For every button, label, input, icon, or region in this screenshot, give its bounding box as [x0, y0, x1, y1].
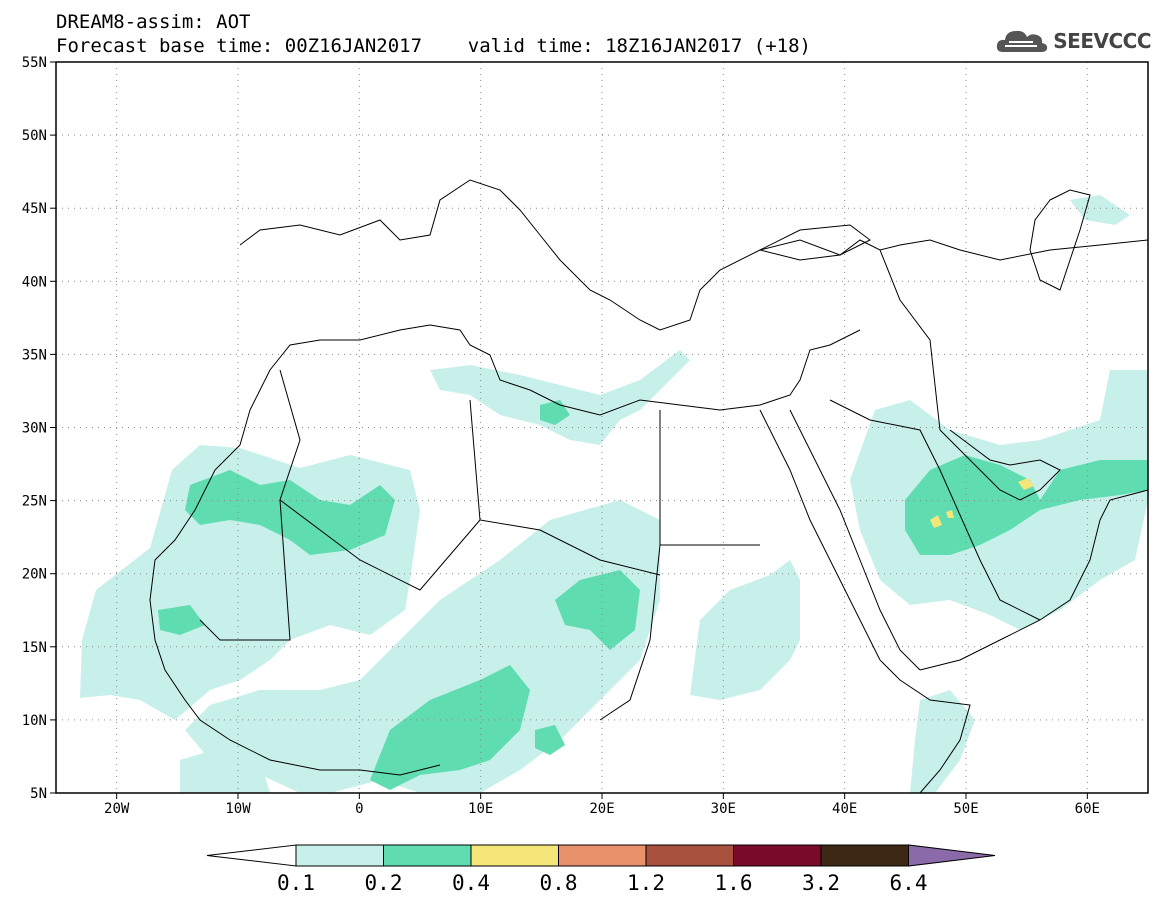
- aot-band-sahel: [370, 665, 530, 790]
- coastlines: [149, 179, 1148, 793]
- lat-label: 50N: [22, 128, 47, 144]
- europe-coast: [239, 179, 1148, 331]
- title-line-1: DREAM8-assim: AOT: [56, 11, 251, 33]
- aot-hotspot-rub-al-khali-2: [946, 510, 954, 518]
- red-sea-east: [789, 409, 921, 671]
- colorbar-label: 0.8: [540, 871, 578, 895]
- lat-label: 40N: [22, 274, 47, 290]
- horn-coast: [879, 659, 971, 793]
- border-egypt: [659, 410, 760, 546]
- cloud-logo-icon: [997, 30, 1048, 52]
- lon-label: 60E: [1075, 801, 1100, 817]
- lon-label: 10W: [225, 801, 251, 817]
- colorbar-label: 6.4: [890, 871, 928, 895]
- lon-label: 40E: [832, 801, 857, 817]
- lon-label: 20W: [104, 801, 130, 817]
- red-sea: [759, 409, 881, 661]
- lat-label: 10N: [22, 713, 47, 729]
- aot-shade-sudan: [690, 560, 800, 700]
- lon-label: 20E: [589, 801, 614, 817]
- lat-label: 30N: [22, 421, 47, 437]
- aot-shade-west-coast: [180, 745, 270, 793]
- colorbar-over-triangle: [908, 844, 996, 867]
- aot-band-cameroon: [535, 725, 565, 755]
- north-africa-coast: [239, 324, 861, 446]
- colorbar-label: 0.2: [365, 871, 403, 895]
- border-saudi: [829, 399, 1041, 621]
- aot-shade-horn: [910, 690, 975, 793]
- longitude-labels: 20W 10W 0 10E 20E 30E 40E 50E 60E: [104, 801, 1100, 817]
- colorbar-box: [470, 844, 559, 867]
- aot-hotspot-rub-al-khali: [930, 515, 942, 528]
- caspian: [1029, 189, 1091, 291]
- colorbar-label: 3.2: [802, 871, 840, 895]
- colorbar-box: [383, 844, 472, 867]
- aot-band-sahara-west: [185, 470, 395, 555]
- aot-band-senegal: [158, 605, 205, 635]
- axis-ticks: [50, 61, 1088, 799]
- aot-shade-libya-coast: [430, 350, 690, 445]
- colorbar-box: [820, 844, 909, 867]
- arabia-coast: [919, 489, 1148, 671]
- colorbar-under-triangle: [206, 844, 297, 867]
- map-gridlines: [56, 62, 1148, 793]
- lat-label: 15N: [22, 640, 47, 656]
- lat-label: 5N: [30, 786, 47, 802]
- logo-text: SEEVCCC: [1053, 29, 1151, 53]
- persian-gulf: [939, 429, 1061, 501]
- lon-label: 30E: [711, 801, 736, 817]
- black-sea: [758, 224, 871, 261]
- colorbar-label: 1.2: [627, 871, 665, 895]
- aot-band-libya: [540, 400, 570, 425]
- aot-hotspot-gulf: [1018, 478, 1034, 490]
- border-iran: [879, 249, 941, 431]
- colorbar-box: [733, 844, 822, 867]
- colorbar-label: 0.1: [277, 871, 315, 895]
- aot-band-chad: [555, 570, 640, 650]
- border-algeria: [279, 369, 481, 591]
- lon-label: 0: [355, 801, 363, 817]
- border-sudan: [599, 544, 661, 721]
- colorbar-box: [295, 844, 384, 867]
- border-mali: [199, 499, 291, 641]
- lat-label: 25N: [22, 494, 47, 510]
- colorbar-label: 1.6: [715, 871, 753, 895]
- colorbar: 0.1 0.2 0.4 0.8 1.2 1.6 3.2 6.4: [206, 844, 996, 895]
- lon-label: 10E: [468, 801, 493, 817]
- aot-field: [80, 195, 1148, 793]
- west-africa-coast: [149, 444, 441, 776]
- aot-shade-caspian: [1070, 195, 1130, 225]
- border-libya: [469, 399, 661, 576]
- latitude-labels: 55N 50N 45N 40N 35N 30N 25N 20N 15N 10N 5N: [22, 55, 47, 802]
- lat-label: 35N: [22, 347, 47, 363]
- colorbar-box: [558, 844, 647, 867]
- colorbar-label: 0.4: [452, 871, 490, 895]
- colorbar-box: [645, 844, 734, 867]
- lat-label: 55N: [22, 55, 47, 71]
- lat-label: 20N: [22, 567, 47, 583]
- title-line-2: Forecast base time: 00Z16JAN2017 valid t…: [56, 35, 811, 57]
- lat-label: 45N: [22, 201, 47, 217]
- seevccc-logo: SEEVCCC: [995, 26, 1151, 56]
- lon-label: 50E: [953, 801, 978, 817]
